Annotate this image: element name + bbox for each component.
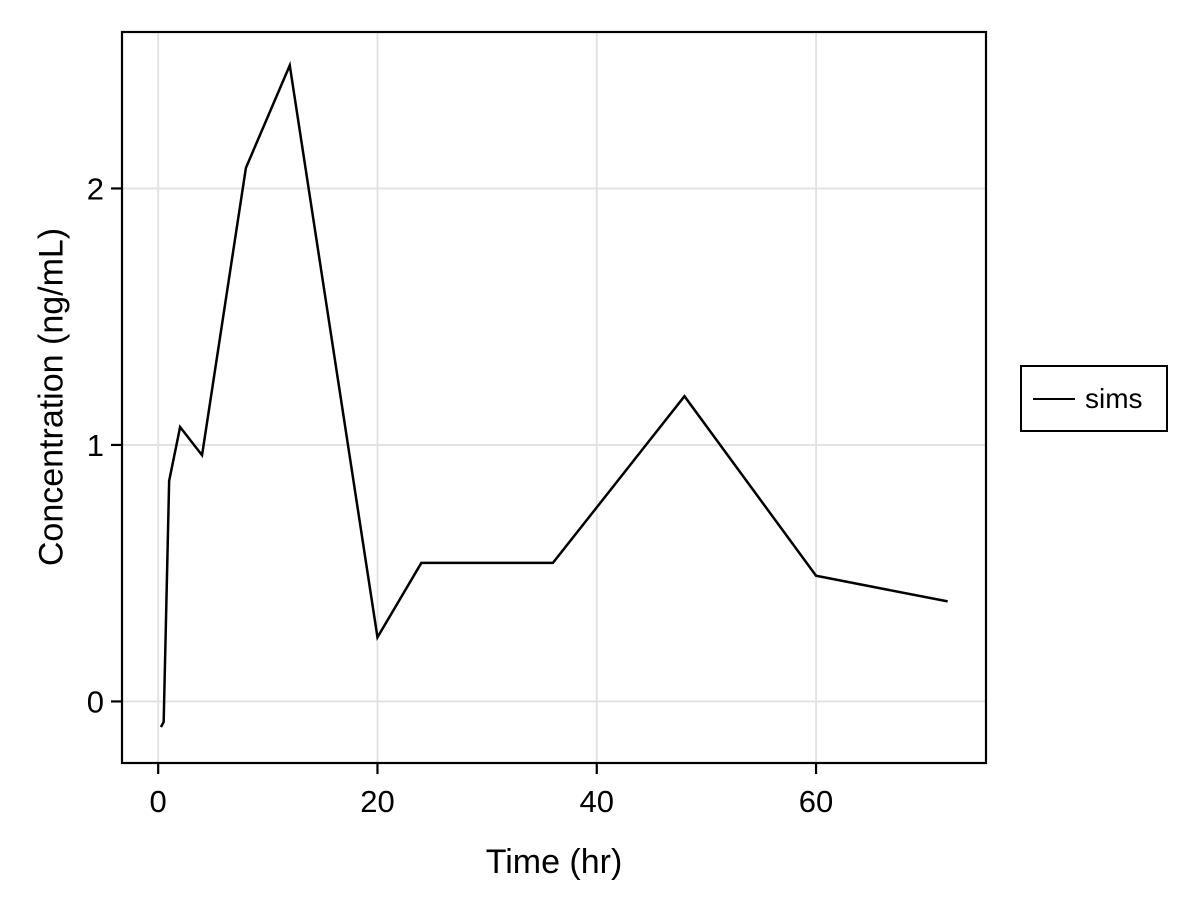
legend-entry-label: sims [1085,382,1143,414]
y-tick-label: 1 [87,428,104,463]
x-tick-label: 20 [360,784,394,819]
legend: sims [1020,365,1168,432]
legend-line-sample-icon [1033,397,1075,400]
x-axis-title: Time (hr) [485,843,623,881]
plot-border [120,30,988,765]
series-line-sims [159,60,948,728]
y-tick-label: 0 [87,684,104,719]
y-axis-title: Concentration (ng/mL) [32,227,71,567]
y-tick-label: 2 [87,171,104,206]
x-tick-label: 40 [580,784,614,819]
x-tick-label: 0 [150,784,167,819]
x-tick-label: 60 [799,784,833,819]
